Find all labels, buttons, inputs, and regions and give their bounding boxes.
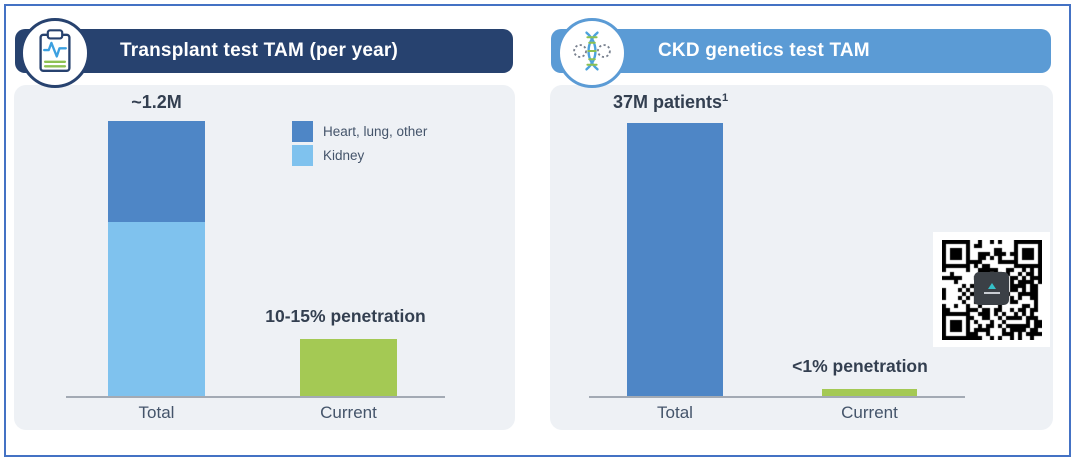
right-current-bar <box>822 389 917 396</box>
qr-logo-mark <box>987 283 996 289</box>
left-legend: Heart, lung, other Kidney <box>292 121 427 169</box>
qr-logo-wordmark <box>983 292 1000 294</box>
right-category-current: Current <box>841 403 898 422</box>
clipboard-pulse-icon <box>37 28 73 78</box>
left-total-bar <box>108 121 205 396</box>
transplant-badge <box>20 18 90 88</box>
legend-item-kidney: Kidney <box>292 145 427 166</box>
right-x-axis <box>589 396 965 398</box>
right-penetration-label: <1% penetration <box>792 356 928 376</box>
right-total-value-label: 37M patients1 <box>613 92 729 112</box>
ckd-panel-header: CKD genetics test TAM <box>551 29 1051 73</box>
kidney-swatch <box>292 145 313 166</box>
ckd-panel-title: CKD genetics test TAM <box>658 40 870 61</box>
ckd-badge <box>557 18 627 88</box>
left-total-value-label: ~1.2M <box>131 92 182 112</box>
heart-lung-other-swatch <box>292 121 313 142</box>
heart-lung-other-segment <box>108 121 205 222</box>
transplant-panel-title: Transplant test TAM (per year) <box>120 40 399 61</box>
footnote-marker: 1 <box>722 92 729 104</box>
legend-label: Kidney <box>323 148 365 163</box>
legend-item-heart-lung-other: Heart, lung, other <box>292 121 427 142</box>
left-category-total: Total <box>138 403 175 422</box>
left-current-bar <box>300 339 397 396</box>
right-total-bar <box>627 123 723 396</box>
right-category-total: Total <box>657 403 693 422</box>
kidney-segment <box>108 222 205 396</box>
legend-label: Heart, lung, other <box>323 124 428 139</box>
left-x-axis <box>66 396 445 398</box>
left-category-current: Current <box>320 403 377 422</box>
transplant-panel <box>14 85 515 430</box>
left-penetration-label: 10-15% penetration <box>265 306 426 326</box>
transplant-panel-header: Transplant test TAM (per year) <box>15 29 513 73</box>
qr-center-logo <box>974 272 1009 305</box>
dna-icon <box>570 29 614 78</box>
